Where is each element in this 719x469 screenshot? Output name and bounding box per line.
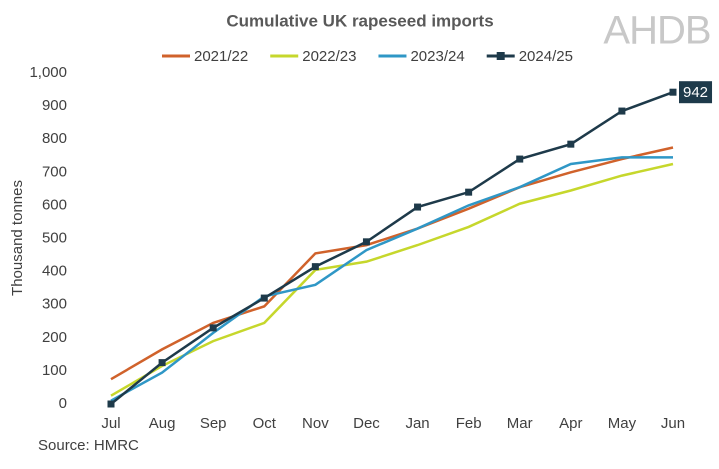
- x-tick-label: Jul: [101, 415, 120, 432]
- line: [110, 156, 673, 402]
- y-tick-label: 200: [42, 329, 67, 346]
- point: [209, 324, 217, 332]
- value-label: 942: [683, 84, 708, 101]
- value-label-box: [679, 81, 713, 104]
- y-tick-label: 500: [42, 229, 67, 246]
- logo: AHDB: [603, 9, 710, 53]
- x-tick-label: Jan: [405, 415, 429, 432]
- y-tick-label: 800: [42, 130, 67, 147]
- legend-label: 2024/25: [519, 48, 573, 65]
- point: [465, 188, 473, 196]
- x-tick-label: Aug: [149, 415, 176, 432]
- x-tick-label: Dec: [353, 415, 380, 432]
- y-tick-label: 600: [42, 196, 67, 213]
- y-tick-label: 300: [42, 296, 67, 313]
- legend-label: 2022/23: [302, 48, 356, 65]
- x-tick-label: Jun: [661, 415, 685, 432]
- point: [158, 359, 166, 367]
- point: [618, 107, 626, 115]
- x-tick-label: Oct: [253, 415, 277, 432]
- x-tick-label: Nov: [302, 415, 329, 432]
- point: [107, 400, 115, 408]
- legend-label: 2021/22: [194, 48, 248, 65]
- point: [567, 140, 575, 148]
- y-tick-label: 900: [42, 97, 67, 114]
- source-note: Source: HMRC: [38, 437, 139, 454]
- point: [516, 155, 524, 163]
- y-tick-label: 400: [42, 263, 67, 280]
- y-tick-label: 700: [42, 163, 67, 180]
- line: [110, 91, 674, 405]
- y-axis-label: Thousand tonnes: [9, 180, 26, 296]
- point: [311, 263, 319, 271]
- legend-marker: [496, 52, 505, 60]
- point: [414, 203, 422, 211]
- line: [110, 146, 674, 381]
- x-tick-label: Sep: [200, 415, 227, 432]
- y-tick-label: 1,000: [29, 64, 67, 81]
- x-tick-label: Feb: [456, 415, 482, 432]
- point: [260, 294, 268, 302]
- line: [110, 162, 674, 397]
- chart-title: Cumulative UK rapeseed imports: [226, 11, 493, 30]
- x-tick-label: Apr: [559, 415, 582, 432]
- legend-label: 2023/24: [410, 48, 464, 65]
- point: [362, 238, 370, 246]
- x-tick-label: Mar: [507, 415, 533, 432]
- x-tick-label: May: [608, 415, 637, 432]
- y-tick-label: 0: [59, 395, 67, 412]
- point: [669, 88, 677, 96]
- y-tick-label: 100: [42, 362, 67, 379]
